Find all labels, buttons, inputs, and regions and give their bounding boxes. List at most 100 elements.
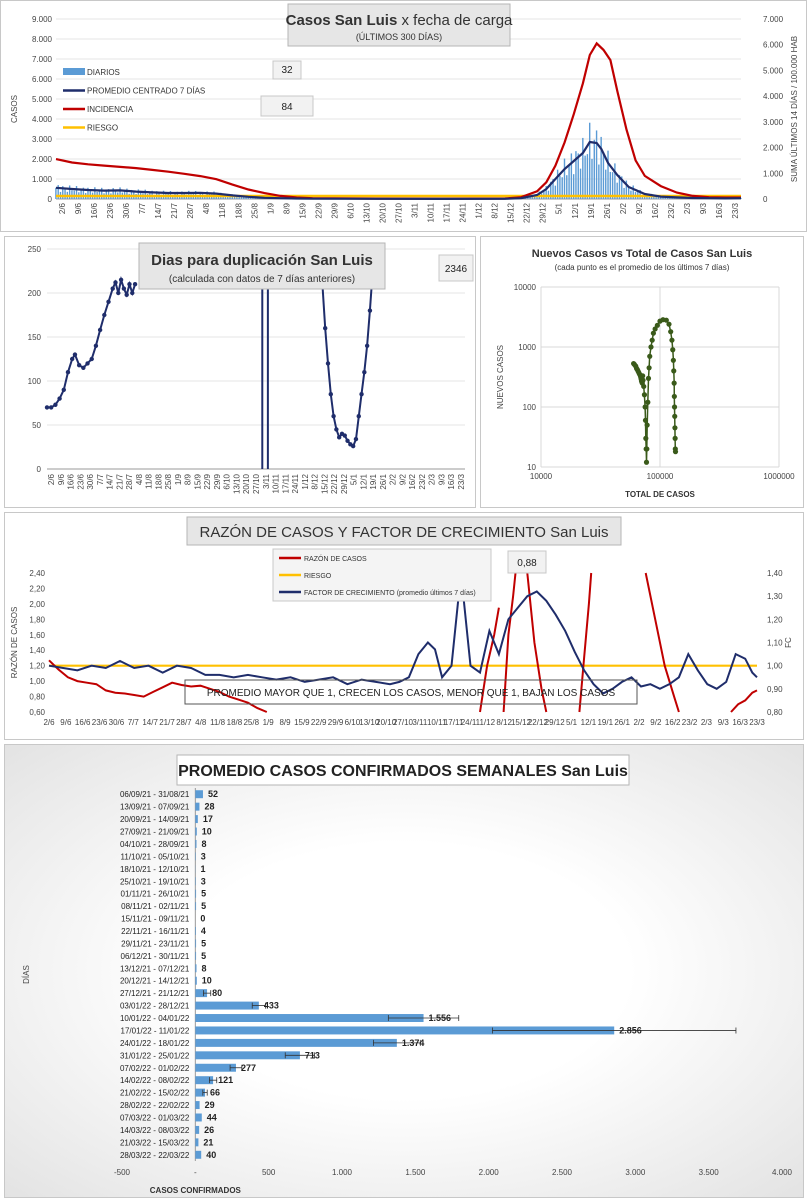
y-tick-label: 1,40 bbox=[29, 646, 45, 655]
razon-line bbox=[526, 572, 548, 713]
category-label: 13/12/21 - 07/12/21 bbox=[120, 964, 190, 973]
value-label: 3 bbox=[201, 851, 206, 861]
category-label: 06/09/21 - 31/08/21 bbox=[120, 790, 190, 799]
scatter-point bbox=[641, 392, 648, 398]
y-tick-label: 4.000 bbox=[32, 115, 53, 124]
doubling-point bbox=[334, 427, 339, 432]
diarios-bar bbox=[595, 130, 598, 199]
diarios-bar bbox=[588, 122, 591, 199]
scatter-point bbox=[640, 377, 646, 383]
weekly-average-chart: PROMEDIO CASOS CONFIRMADOS SEMANALES San… bbox=[22, 754, 793, 1195]
x-tick-label: 22/9 bbox=[311, 718, 327, 727]
x-tick-label: 10/11 bbox=[427, 202, 436, 222]
diarios-bar bbox=[568, 165, 570, 199]
x-tick-label: 5/1 bbox=[566, 718, 578, 727]
razon-line bbox=[730, 689, 758, 713]
y-tick-label: 0 bbox=[48, 195, 53, 204]
bar bbox=[195, 1026, 615, 1035]
y-tick-label: 10 bbox=[527, 463, 536, 472]
scatter-point bbox=[663, 317, 669, 323]
x-tick-label: 24/11 bbox=[459, 202, 468, 222]
x-tick-label: 9/2 bbox=[650, 718, 662, 727]
y-tick-label: 100 bbox=[523, 403, 537, 412]
diarios-bar bbox=[101, 187, 103, 199]
bar bbox=[195, 1001, 259, 1010]
x-tick-label: 10/11 bbox=[427, 718, 447, 727]
diarios-bar bbox=[137, 189, 140, 199]
category-label: 13/09/21 - 07/09/21 bbox=[120, 803, 190, 812]
diarios-bar bbox=[559, 175, 561, 199]
bar bbox=[195, 989, 208, 998]
annotation-box bbox=[507, 550, 547, 574]
doubling-point bbox=[76, 362, 82, 368]
bar bbox=[195, 1150, 202, 1159]
x-tick-label: 15/9 bbox=[193, 473, 202, 489]
diarios-bar bbox=[653, 195, 655, 199]
diarios-bar bbox=[144, 189, 146, 199]
y2-tick-label: 1,20 bbox=[767, 615, 783, 624]
doubling-days-chart: 0 50 100 150 200 250 2/6 9/6 16/6 23/6 30/6 7/7 14/7… bbox=[28, 242, 474, 494]
x-tick-label: 16/3 bbox=[447, 473, 456, 489]
x-tick-label: 1/9 bbox=[266, 202, 275, 214]
x-tick-label: 1/12 bbox=[301, 473, 310, 489]
diarios-bar bbox=[243, 196, 245, 199]
diarios-bar bbox=[561, 177, 563, 199]
diarios-bar bbox=[582, 137, 584, 199]
x-tick-label: 23/3 bbox=[457, 473, 466, 489]
diarios-bar bbox=[584, 155, 586, 199]
note-box bbox=[184, 679, 638, 705]
x-tick-label: 16/6 bbox=[67, 473, 76, 489]
x-tick-label: 26/1 bbox=[614, 718, 630, 727]
doubling-point bbox=[364, 343, 370, 348]
x-tick-label: 13/10 bbox=[359, 718, 380, 727]
title-box bbox=[186, 516, 622, 546]
doubling-point bbox=[127, 282, 132, 287]
chart-subtitle: (ÚLTIMOS 300 DÍAS) bbox=[356, 32, 442, 42]
value-label: 5 bbox=[201, 901, 206, 911]
legend-label: INCIDENCIA bbox=[87, 105, 134, 114]
chart-title-main: Casos San Luis bbox=[286, 12, 402, 29]
doubling-line bbox=[47, 275, 137, 409]
x-tick-label: 25/8 bbox=[243, 718, 259, 727]
growth-factor-chart-panel: 0,60 0,80 1,00 1,20 1,40 1,60 1,80 2,00 2,20 2,40… bbox=[4, 512, 804, 740]
x-tick-label: 16/2 bbox=[665, 718, 681, 727]
doubling-point bbox=[97, 327, 103, 333]
x-tick-label: 22/12 bbox=[523, 202, 532, 223]
scatter-point bbox=[642, 404, 648, 410]
diarios-bar bbox=[64, 187, 66, 199]
diarios-bar bbox=[55, 187, 57, 199]
scatter-point bbox=[640, 373, 646, 379]
diarios-bar bbox=[632, 185, 634, 199]
x-axis-label: TOTAL DE CASOS bbox=[625, 490, 695, 499]
category-label: 06/12/21 - 30/11/21 bbox=[121, 952, 190, 961]
diarios-bar bbox=[119, 187, 121, 199]
x-tick-label: 9/3 bbox=[718, 718, 730, 727]
x-tick-label: 22/12 bbox=[528, 718, 549, 727]
x-tick-label: 8/9 bbox=[184, 473, 193, 485]
diarios-bar bbox=[611, 172, 614, 199]
x-tick-label: 2/3 bbox=[683, 202, 692, 214]
x-tick-label: 20/10 bbox=[242, 473, 251, 494]
x-tick-label: 15/12 bbox=[507, 202, 516, 223]
x-tick-label: 5/1 bbox=[350, 473, 359, 485]
x-tick-label: 20/10 bbox=[376, 718, 397, 727]
x-tick-label: 23/2 bbox=[667, 202, 676, 218]
x-tick-label: 2/3 bbox=[428, 473, 437, 485]
doubling-point bbox=[118, 277, 124, 282]
legend-label: RIESGO bbox=[87, 124, 118, 133]
y-tick-label: 150 bbox=[28, 333, 42, 342]
x-tick-label: 29/9 bbox=[328, 718, 344, 727]
y-axis-label: CASOS bbox=[10, 95, 19, 123]
diarios-bar bbox=[648, 196, 650, 199]
x-tick-label: 8/12 bbox=[311, 473, 320, 489]
daily-cases-chart-panel: 0 1.000 2.000 3.000 4.000 5.000 6.000 7.000 8.00… bbox=[0, 0, 807, 232]
scatter-point bbox=[650, 330, 656, 336]
legend-label: RIESGO bbox=[304, 573, 332, 580]
value-label: 277 bbox=[241, 1063, 256, 1073]
x-tick-label: 18/8 bbox=[234, 202, 243, 218]
diarios-bar bbox=[591, 158, 593, 199]
diarios-bar bbox=[616, 182, 618, 199]
value-label: 5 bbox=[201, 938, 206, 948]
x-tick-label: 23/6 bbox=[106, 202, 115, 218]
value-label: 1.374 bbox=[402, 1038, 425, 1048]
